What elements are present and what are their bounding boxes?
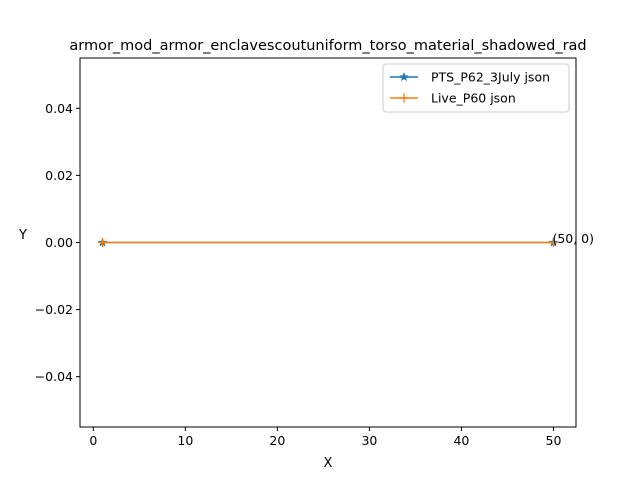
x-tick-label: 50 [546, 433, 562, 448]
x-tick-label: 0 [89, 433, 97, 448]
legend-marker [399, 71, 409, 82]
chart-title: armor_mod_armor_enclavescoutuniform_tors… [69, 38, 586, 54]
legend-label: PTS_P62_3July json [431, 70, 550, 85]
x-tick-label: 20 [269, 433, 285, 448]
y-axis-label: Y [18, 228, 27, 243]
y-tick-label: 0.02 [45, 168, 73, 183]
y-tick-label: −0.04 [35, 369, 73, 384]
series-layer [97, 237, 559, 247]
legend-entry: PTS_P62_3July json [390, 70, 550, 85]
x-tick-label: 40 [453, 433, 469, 448]
x-axis-label: X [324, 456, 333, 471]
data-point [98, 238, 108, 247]
axes-frame [79, 57, 577, 428]
legend-entries: PTS_P62_3July json Live_P60 json [390, 70, 550, 106]
legend-entry: Live_P60 json [390, 91, 516, 106]
x-axis-ticks: 0 10 20 30 40 50 [89, 427, 561, 448]
legend: PTS_P62_3July json Live_P60 json [382, 63, 570, 113]
x-tick-label: 30 [361, 433, 377, 448]
y-tick-label: 0.04 [45, 101, 73, 116]
data-point [548, 238, 558, 247]
y-axis-ticks: −0.04 −0.02 0.00 0.02 0.04 [35, 101, 80, 384]
x-tick-label: 10 [177, 433, 193, 448]
legend-box [382, 63, 570, 113]
y-tick-label: −0.02 [35, 302, 73, 317]
series-2 [98, 238, 558, 247]
legend-marker [399, 93, 409, 103]
y-tick-label: 0.00 [45, 235, 73, 250]
legend-label: Live_P60 json [431, 91, 516, 106]
point-annotation: (50, 0) [552, 231, 594, 246]
annotation-layer: (50, 0) [552, 231, 594, 246]
